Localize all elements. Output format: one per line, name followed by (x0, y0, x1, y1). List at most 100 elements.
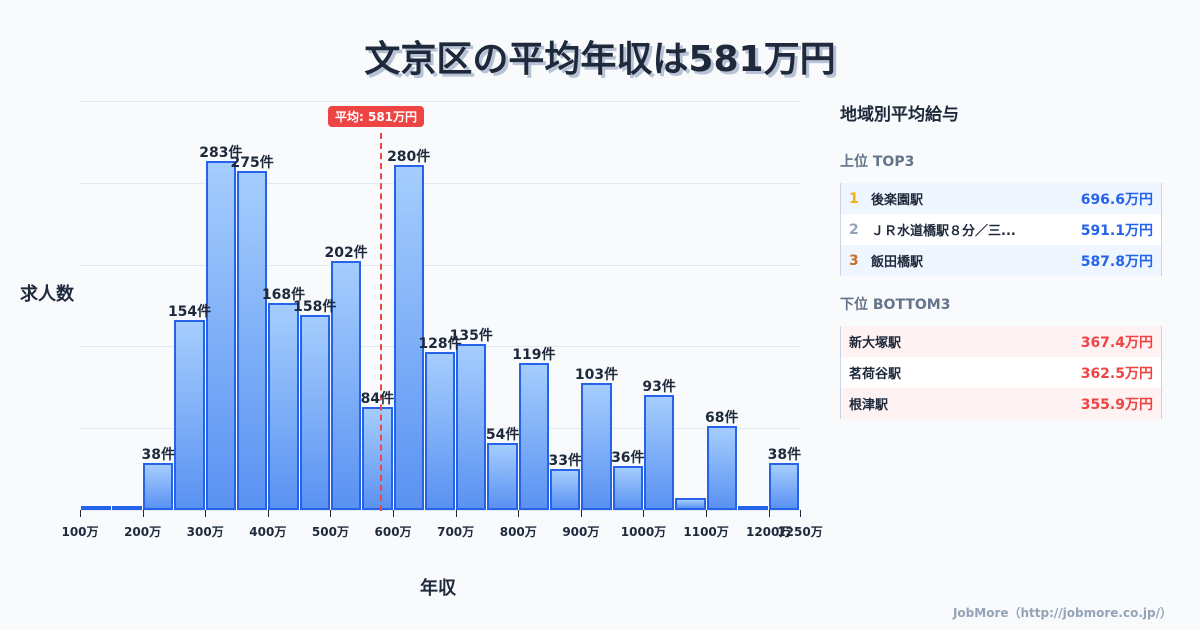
x-axis-tick-label: 700万 (437, 525, 475, 539)
panel-title: 地域別平均給与 (840, 105, 959, 125)
histogram-bar (581, 383, 612, 510)
rank-number: 2 (849, 221, 859, 238)
page-title: 文京区の平均年収は581万円 (364, 39, 836, 80)
histogram-bar (643, 395, 675, 510)
top3-table: 1 後楽園駅 696.6万円 2 ＪＲ水道橋駅８分／三... 591.1万円 3… (840, 183, 1162, 276)
histogram-bar (550, 469, 581, 510)
rank-number: 3 (849, 252, 859, 269)
x-axis-tick-label: 900万 (562, 525, 600, 539)
station-name: 飯田橋駅 (871, 255, 924, 270)
table-row: 3 飯田橋駅 587.8万円 (841, 245, 1161, 276)
bar-value-label: 128件 (418, 336, 462, 353)
x-axis-tick-label: 100万 (61, 525, 99, 539)
gridline (80, 346, 800, 348)
x-axis-tick (142, 510, 144, 517)
histogram-bar (737, 506, 769, 510)
histogram-bar (143, 463, 174, 510)
bar-value-label: 275件 (230, 155, 274, 172)
histogram-bar (268, 303, 299, 510)
histogram-bar (80, 506, 111, 510)
gridline (80, 101, 800, 102)
bar-value-label: 36件 (611, 449, 645, 466)
table-row: 茗荷谷駅 362.5万円 (841, 357, 1161, 388)
histogram-bar (174, 320, 205, 510)
salary-value: 355.9万円 (1080, 396, 1153, 413)
x-axis-tick (518, 510, 520, 517)
histogram-bar (612, 465, 643, 510)
x-axis-tick (580, 510, 582, 517)
salary-value: 362.5万円 (1080, 365, 1153, 382)
histogram-bar (299, 315, 330, 510)
bar-value-label: 283件 (199, 145, 243, 162)
histogram-bar (487, 443, 518, 510)
histogram-bar (518, 363, 550, 510)
gridline (80, 182, 800, 184)
histogram-bar (330, 261, 362, 510)
x-axis-label: 年収 (420, 578, 456, 599)
x-axis-tick-label: 500万 (311, 525, 349, 539)
bar-value-label: 135件 (449, 327, 493, 344)
gridline (80, 264, 800, 266)
y-axis-label: 求人数 (20, 284, 74, 305)
histogram-bar (237, 171, 268, 510)
x-axis-tick-label: 300万 (186, 525, 224, 539)
x-axis-tick (800, 510, 801, 517)
x-axis-tick (205, 510, 207, 517)
station-name: ＪＲ水道橋駅８分／三... (871, 224, 1016, 239)
salary-value: 696.6万円 (1080, 191, 1153, 208)
bar-value-label: 38件 (141, 447, 175, 464)
histogram-bar (456, 343, 487, 510)
bar-value-label: 68件 (704, 410, 739, 427)
station-name: 後楽園駅 (871, 193, 924, 208)
histogram-bar (424, 352, 456, 510)
bar-value-label: 93件 (642, 379, 676, 396)
bottom3-table: 新大塚駅 367.4万円 茗荷谷駅 362.5万円 根津駅 355.9万円 (840, 326, 1162, 419)
station-name: 茗荷谷駅 (849, 367, 902, 382)
x-axis-tick (80, 510, 81, 517)
histogram-bar (362, 406, 393, 510)
x-axis-tick (768, 510, 770, 517)
histogram-chart: 求人数 年収 平均: 581万円 38件 154件 283件 275件 168件 158件… (20, 101, 823, 599)
x-axis-tick (267, 510, 269, 517)
table-row: 根津駅 355.9万円 (841, 388, 1161, 419)
histogram-bar (769, 463, 800, 510)
x-axis-tick (393, 510, 395, 517)
x-axis-tick-label: 800万 (499, 525, 537, 539)
bar-value-label: 38件 (767, 447, 802, 464)
station-name: 新大塚駅 (849, 336, 902, 351)
x-axis-tick (643, 510, 645, 517)
salary-value: 367.4万円 (1080, 334, 1153, 351)
bottom3-heading: 下位 BOTTOM3 (840, 297, 951, 313)
average-badge: 平均: 581万円 (328, 106, 425, 127)
table-row: 1 後楽園駅 696.6万円 (841, 183, 1161, 214)
histogram-bar (205, 161, 236, 510)
bar-value-label: 54件 (485, 427, 520, 444)
salary-value: 591.1万円 (1080, 222, 1153, 239)
x-axis-tick-label: 1000万 (620, 525, 667, 539)
bar-value-label: 33件 (548, 453, 582, 470)
table-row: 2 ＪＲ水道橋駅８分／三... 591.1万円 (841, 214, 1161, 245)
x-axis-tick-label: 1100万 (683, 525, 729, 539)
x-axis-tick-label: 1200万 (745, 525, 792, 539)
bar-value-label: 103件 (574, 367, 619, 384)
bar-value-label: 158件 (293, 299, 337, 316)
bar-value-label: 168件 (261, 287, 306, 304)
salary-value: 587.8万円 (1080, 253, 1153, 270)
regional-salary-panel: 地域別平均給与 上位 TOP3 1 後楽園駅 696.6万円 2 ＪＲ水道橋駅８… (840, 100, 1162, 419)
x-axis-tick (330, 510, 332, 517)
x-axis-tick-label: 1250万 (777, 525, 823, 539)
rank-number: 1 (849, 190, 859, 207)
average-line (380, 133, 382, 511)
bar-value-label: 119件 (512, 347, 556, 364)
x-axis-tick-label: 200万 (124, 525, 162, 539)
bar-value-label: 84件 (360, 390, 395, 407)
station-name: 根津駅 (849, 398, 889, 413)
top3-heading: 上位 TOP3 (840, 154, 915, 170)
bar-value-label: 280件 (387, 149, 431, 166)
histogram-bar (675, 497, 706, 510)
footer-credit: JobMore（http://jobmore.co.jp/） (952, 606, 1172, 620)
x-axis-tick (706, 510, 708, 517)
histogram-bar (111, 506, 143, 510)
gridline (80, 510, 800, 511)
x-axis-tick-label: 400万 (249, 525, 287, 539)
